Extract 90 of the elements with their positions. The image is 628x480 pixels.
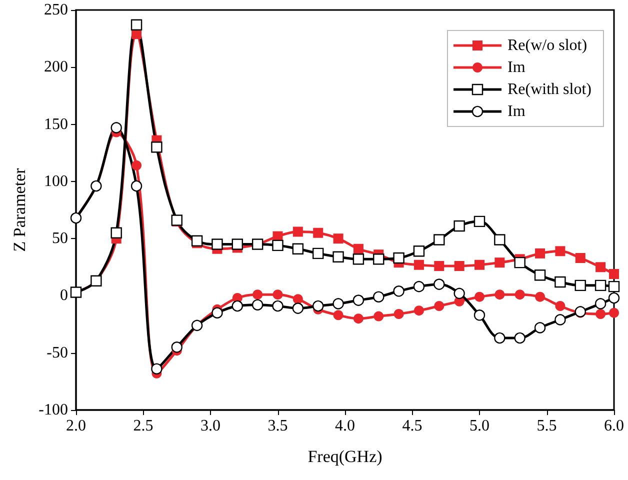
point <box>312 248 324 260</box>
point <box>609 269 619 279</box>
x-tick-label: 4.0 <box>335 418 355 434</box>
point <box>292 294 303 304</box>
point <box>313 228 324 238</box>
point <box>212 238 223 250</box>
point <box>352 254 364 265</box>
point <box>272 290 283 300</box>
point <box>353 244 364 254</box>
x-tick-label: 2.5 <box>133 418 154 434</box>
point <box>514 332 526 344</box>
point <box>514 256 526 268</box>
point <box>414 306 424 316</box>
point <box>232 238 243 250</box>
point <box>596 309 606 319</box>
x-tick-label: 3.5 <box>268 418 288 434</box>
point <box>474 216 486 228</box>
point <box>608 292 620 304</box>
point <box>555 301 566 311</box>
x-tick-label: 5.5 <box>536 418 557 434</box>
y-tick-label: 0 <box>60 287 68 304</box>
y-tick-label: 50 <box>52 230 68 248</box>
point <box>393 252 404 264</box>
legend-label: Re(w/o slot) <box>508 37 588 54</box>
point <box>454 288 465 300</box>
x-tick-label: 2.0 <box>66 418 86 434</box>
x-tick-label: 5.0 <box>470 418 490 434</box>
point <box>474 260 484 270</box>
point <box>191 235 203 246</box>
point <box>130 180 142 192</box>
point <box>252 290 263 300</box>
point <box>574 280 586 292</box>
point <box>609 308 619 318</box>
y-tick-label: 200 <box>44 58 68 76</box>
point <box>434 234 445 246</box>
point <box>332 251 344 262</box>
point <box>555 246 566 256</box>
point <box>454 261 464 271</box>
x-tick-label: 3.0 <box>200 418 220 434</box>
point <box>272 300 284 312</box>
point <box>171 342 182 353</box>
point <box>474 292 484 302</box>
point <box>534 270 546 281</box>
legend-label: Im <box>508 103 526 120</box>
point <box>535 248 546 258</box>
x-tick-label: 4.5 <box>402 418 422 434</box>
point <box>494 290 505 300</box>
point <box>413 246 425 257</box>
point <box>374 311 384 322</box>
point <box>292 226 303 237</box>
point <box>494 332 506 344</box>
point <box>575 253 586 263</box>
point <box>535 292 546 302</box>
point <box>232 300 243 312</box>
legend-label: Im <box>508 59 526 76</box>
point <box>554 276 566 288</box>
point <box>110 227 122 238</box>
point <box>333 310 344 320</box>
point <box>272 240 284 252</box>
point <box>596 262 606 272</box>
point <box>414 260 424 270</box>
legend-label: Re(with slot) <box>508 81 592 98</box>
point <box>130 19 142 30</box>
point <box>151 142 162 153</box>
x-axis-title: Freq(GHz) <box>308 447 382 466</box>
point <box>394 309 404 319</box>
y-tick-label: 250 <box>44 2 68 18</box>
point <box>292 243 304 254</box>
point <box>434 301 444 311</box>
point <box>212 307 223 318</box>
point <box>110 122 122 134</box>
y-tick-label: -100 <box>38 402 68 418</box>
point <box>151 363 162 374</box>
x-tick-label: 6.0 <box>604 418 624 434</box>
point <box>132 160 142 170</box>
y-axis-title: Z Parameter <box>10 168 29 252</box>
y-tick-label: 150 <box>44 116 68 133</box>
point <box>434 261 444 271</box>
point <box>454 220 465 232</box>
y-tick-label: -50 <box>46 344 68 362</box>
point <box>514 290 525 300</box>
point <box>594 280 606 292</box>
y-tick-label: 100 <box>44 172 68 190</box>
point <box>494 258 505 268</box>
point <box>353 314 364 324</box>
point <box>373 254 384 265</box>
point <box>494 234 506 246</box>
point <box>608 280 620 292</box>
point <box>333 234 344 244</box>
point <box>312 300 324 312</box>
